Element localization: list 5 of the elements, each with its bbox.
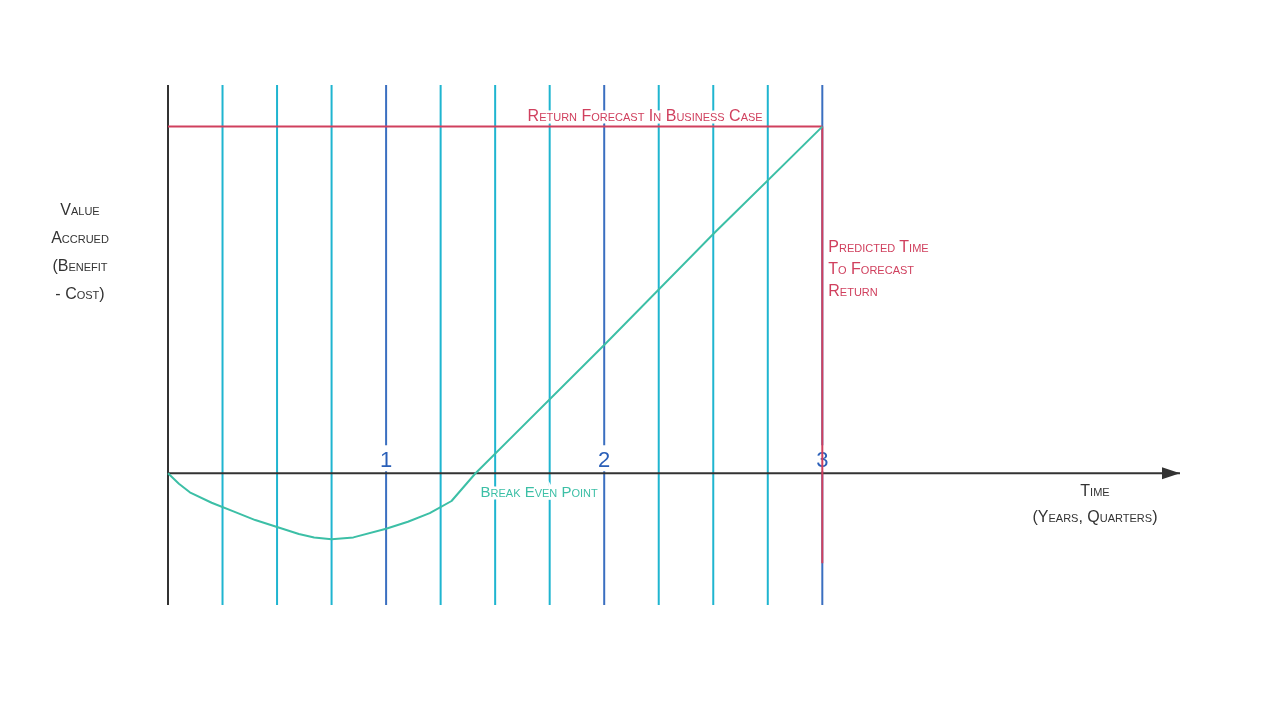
x-axis-title: Time (Years, Quarters) <box>1032 482 1158 525</box>
y-axis-title: Value Accrued (Benefit - Cost) <box>51 201 109 302</box>
x-tick-label: 2 <box>598 447 611 473</box>
ref-line-label: Predicted Time To Forecast Return <box>828 237 929 299</box>
x-tick-label: 1 <box>379 447 393 473</box>
